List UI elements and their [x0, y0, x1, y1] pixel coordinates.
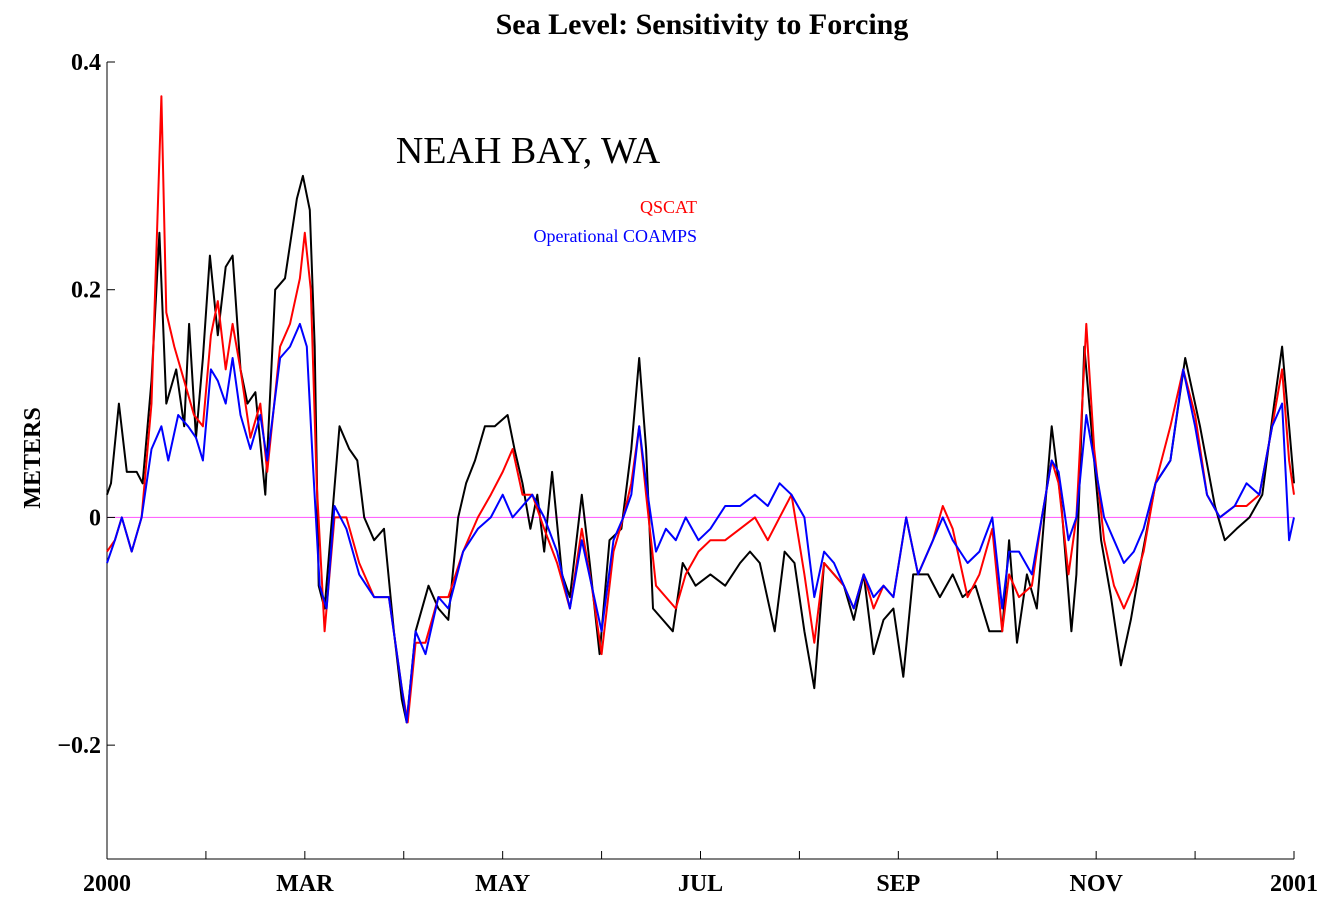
x-tick-label: MAY [475, 871, 530, 897]
y-tick-label: 0 [89, 505, 101, 531]
y-tick-label: 0.2 [71, 278, 101, 304]
x-tick-label: 2001 [1270, 871, 1318, 897]
station-annotation: NEAH BAY, WA [396, 130, 661, 172]
chart-title: Sea Level: Sensitivity to Forcing [496, 8, 909, 41]
x-tick-label: JUL [678, 871, 723, 897]
series-line-qscat [106, 95, 1295, 724]
y-tick-label: −0.2 [57, 733, 101, 759]
series-line-observed [106, 174, 1295, 724]
legend-entry-qscat: QSCAT [640, 197, 697, 217]
x-tick-label: NOV [1069, 871, 1123, 897]
x-tick-label: SEP [876, 871, 920, 897]
x-tick-label: MAR [276, 871, 334, 897]
y-axis-label: METERS [20, 407, 46, 508]
series-line-operational-coamps [106, 322, 1295, 724]
legend-entry-coamps: Operational COAMPS [534, 226, 698, 246]
x-tick-label: 2000 [83, 871, 131, 897]
y-tick-label: 0.4 [71, 50, 101, 76]
